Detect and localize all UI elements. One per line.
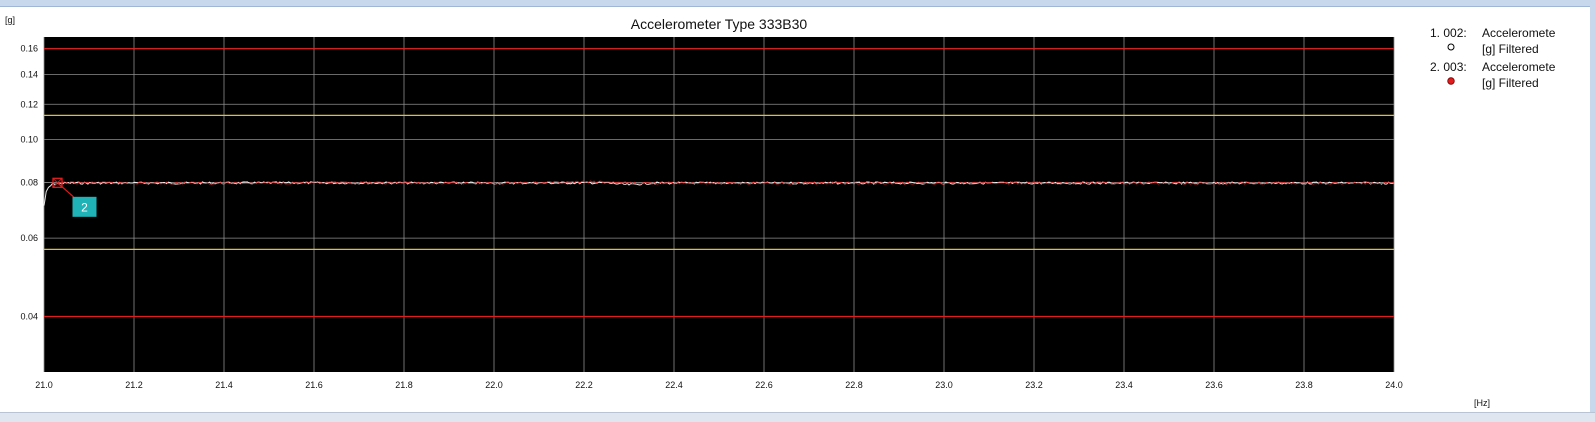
x-tick-label: 23.4 [1115,380,1133,390]
legend-marker-filled-icon[interactable] [1447,77,1455,85]
limit-lines [44,48,1394,318]
x-tick-label: 21.4 [215,380,233,390]
legend-series-name: 1. 002: [1430,26,1467,40]
annotation-label-box[interactable] [72,196,97,217]
legend-series-unit: [g] Filtered [1482,76,1539,90]
y-tick-label: 0.04 [20,311,38,321]
x-tick-label: 21.8 [395,380,413,390]
y-tick-label: 0.12 [20,99,38,109]
y-tick-label: 0.16 [20,44,38,54]
x-tick-label: 22.0 [485,380,503,390]
x-tick-label: 23.8 [1295,380,1313,390]
annotation-layer: 2 [52,177,97,217]
chart-canvas[interactable]: Accelerometer Type 333B30 [g] [Hz] 2 21.… [0,6,1590,412]
legend-series-label: Acceleromete [1482,26,1556,40]
y-tick-label: 0.08 [20,178,38,188]
legend-series-label: Acceleromete [1482,60,1556,74]
y-tick-label: 0.10 [20,134,38,144]
x-tick-label: 24.0 [1385,380,1403,390]
series-line-2 [57,180,1395,185]
window-top-border [0,0,1595,7]
x-axis-unit-label: [Hz] [1474,398,1490,408]
x-tick-label: 21.6 [305,380,323,390]
x-tick-label: 22.4 [665,380,683,390]
legend[interactable]: 1. 002: Acceleromete [g] Filtered 2. 003: Ac… [1430,26,1556,90]
annotation-leader-line [57,182,74,198]
y-axis-unit-label: [g] [5,15,15,25]
x-axis-ticks: 21.0 21.2 21.4 21.6 21.8 22.0 22.2 22.4 22.6 22.8… [35,380,1403,390]
series-layer [43,180,1395,206]
x-tick-label: 21.2 [125,380,143,390]
x-tick-label: 23.6 [1205,380,1223,390]
x-tick-label: 22.2 [575,380,593,390]
x-tick-label: 22.8 [845,380,863,390]
legend-series-name: 2. 003: [1430,60,1467,74]
legend-marker-open-icon[interactable] [1447,43,1455,51]
x-tick-label: 23.2 [1025,380,1043,390]
window-right-border [1590,6,1595,412]
chart-title: Accelerometer Type 333B30 [631,16,808,32]
x-tick-label: 21.0 [35,380,53,390]
x-tick-label: 23.0 [935,380,953,390]
y-axis-ticks: 0.04 0.06 0.08 0.10 0.12 0.14 0.16 [20,44,38,322]
annotation-marker[interactable] [52,177,63,188]
plot-area[interactable] [44,37,1394,372]
status-strip [0,412,1595,422]
y-tick-label: 0.06 [20,233,38,243]
x-tick-label: 22.6 [755,380,773,390]
annotation-label: 2 [81,200,88,214]
y-tick-label: 0.14 [20,69,38,79]
legend-series-unit: [g] Filtered [1482,42,1539,56]
